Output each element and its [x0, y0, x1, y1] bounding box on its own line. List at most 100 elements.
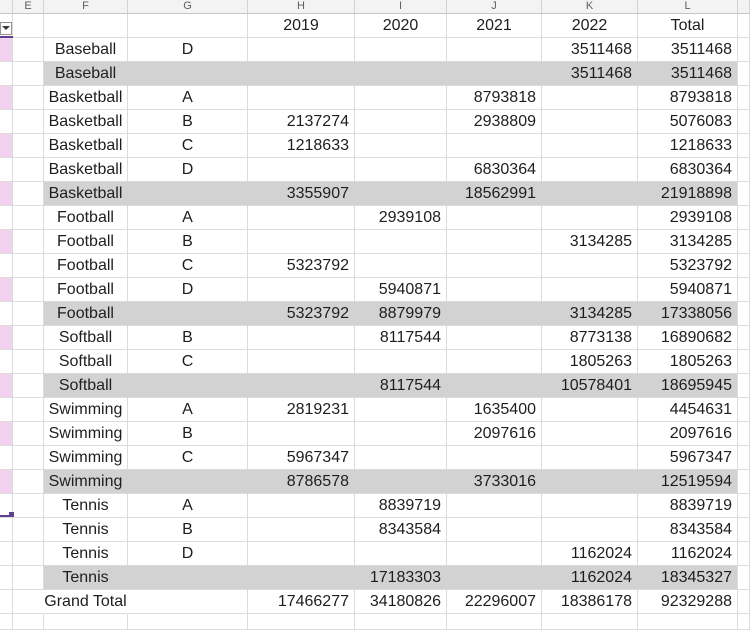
cell-group[interactable]: B [128, 326, 248, 350]
cell-e[interactable] [13, 326, 44, 350]
cell-group[interactable] [128, 614, 248, 630]
cell-2019[interactable] [248, 422, 355, 446]
cell-2020[interactable] [355, 350, 447, 374]
cell-m-partial[interactable] [738, 326, 750, 350]
cell-2021[interactable] [447, 566, 542, 590]
cell-group-header[interactable] [128, 14, 248, 38]
cell-2020[interactable]: 2939108 [355, 206, 447, 230]
cell-m-partial[interactable] [738, 398, 750, 422]
cell-2020[interactable] [355, 398, 447, 422]
cell-2022[interactable]: 10578401 [542, 374, 638, 398]
cell-total[interactable]: 5967347 [638, 446, 738, 470]
cell-m-partial[interactable] [738, 590, 750, 614]
cell-2022[interactable] [542, 470, 638, 494]
cell-e[interactable] [13, 470, 44, 494]
cell-2019[interactable] [248, 326, 355, 350]
cell-2019[interactable] [248, 542, 355, 566]
cell-total[interactable]: 16890682 [638, 326, 738, 350]
cell-2021[interactable] [447, 614, 542, 630]
cell-group[interactable] [128, 302, 248, 326]
cell-group[interactable]: C [128, 350, 248, 374]
cell-2020[interactable] [355, 470, 447, 494]
cell-2021[interactable] [447, 518, 542, 542]
cell-m-partial[interactable] [738, 494, 750, 518]
cell-e[interactable] [13, 230, 44, 254]
cell-e[interactable] [13, 590, 44, 614]
cell-sport[interactable]: Baseball [44, 38, 128, 62]
cell-e[interactable] [13, 446, 44, 470]
row-band-cell[interactable] [0, 230, 13, 254]
cell-2020[interactable]: 8117544 [355, 374, 447, 398]
column-header-i[interactable]: I [355, 0, 447, 14]
cell-total[interactable]: 3134285 [638, 230, 738, 254]
cell-group[interactable]: A [128, 494, 248, 518]
cell-year-2020[interactable]: 2020 [355, 14, 447, 38]
cell-2022[interactable] [542, 110, 638, 134]
cell-2019[interactable] [248, 350, 355, 374]
cell-e[interactable] [13, 278, 44, 302]
cell-year-2022[interactable]: 2022 [542, 14, 638, 38]
cell-sport[interactable]: Football [44, 254, 128, 278]
cell-2021[interactable] [447, 446, 542, 470]
row-band-cell[interactable] [0, 590, 13, 614]
cell-2019[interactable]: 3355907 [248, 182, 355, 206]
cell-2019[interactable]: 5967347 [248, 446, 355, 470]
cell-2019[interactable]: 2819231 [248, 398, 355, 422]
row-band-cell[interactable] [0, 62, 13, 86]
cell-2021[interactable] [447, 254, 542, 278]
row-band-cell[interactable] [0, 158, 13, 182]
cell-m-partial[interactable] [738, 158, 750, 182]
cell-2020[interactable] [355, 134, 447, 158]
cell-2019[interactable]: 17466277 [248, 590, 355, 614]
cell-sport[interactable]: Tennis [44, 518, 128, 542]
cell-2019[interactable] [248, 62, 355, 86]
cell-total[interactable]: 3511468 [638, 38, 738, 62]
cell-sport[interactable]: Basketball [44, 86, 128, 110]
column-header-f[interactable]: F [44, 0, 128, 14]
cell-e[interactable] [13, 14, 44, 38]
cell-sport[interactable]: Basketball [44, 182, 128, 206]
cell-m-partial[interactable] [738, 14, 750, 38]
cell-sport[interactable]: Football [44, 302, 128, 326]
cell-e[interactable] [13, 206, 44, 230]
cell-2019[interactable] [248, 158, 355, 182]
cell-sport[interactable]: Softball [44, 374, 128, 398]
cell-2019[interactable]: 8786578 [248, 470, 355, 494]
cell-m-partial[interactable] [738, 518, 750, 542]
row-band-cell[interactable] [0, 494, 13, 518]
cell-e[interactable] [13, 302, 44, 326]
cell-2021[interactable] [447, 278, 542, 302]
cell-sport[interactable]: Tennis [44, 542, 128, 566]
cell-2022[interactable] [542, 254, 638, 278]
cell-2019[interactable]: 5323792 [248, 254, 355, 278]
cell-total[interactable]: 5323792 [638, 254, 738, 278]
cell-2021[interactable] [447, 206, 542, 230]
row-band-cell[interactable] [0, 182, 13, 206]
cell-group[interactable]: B [128, 110, 248, 134]
cell-2020[interactable] [355, 110, 447, 134]
cell-2019[interactable] [248, 86, 355, 110]
column-header-g[interactable]: G [128, 0, 248, 14]
cell-2020[interactable]: 8343584 [355, 518, 447, 542]
cell-e[interactable] [13, 110, 44, 134]
cell-2019[interactable] [248, 614, 355, 630]
cell-2022[interactable]: 3511468 [542, 38, 638, 62]
cell-e[interactable] [13, 422, 44, 446]
cell-total[interactable]: 1805263 [638, 350, 738, 374]
cell-total[interactable]: 6830364 [638, 158, 738, 182]
cell-m-partial[interactable] [738, 38, 750, 62]
cell-2022[interactable]: 1162024 [542, 566, 638, 590]
cell-e[interactable] [13, 398, 44, 422]
cell-sport[interactable]: Swimming [44, 470, 128, 494]
cell-total[interactable]: 8793818 [638, 86, 738, 110]
row-band-cell[interactable] [0, 350, 13, 374]
column-header-l[interactable]: L [638, 0, 738, 14]
row-band-cell[interactable] [0, 446, 13, 470]
cell-total[interactable]: 92329288 [638, 590, 738, 614]
cell-2019[interactable] [248, 278, 355, 302]
cell-e[interactable] [13, 62, 44, 86]
cell-e[interactable] [13, 350, 44, 374]
cell-2022[interactable]: 3511468 [542, 62, 638, 86]
cell-group[interactable]: B [128, 422, 248, 446]
cell-2021[interactable] [447, 302, 542, 326]
